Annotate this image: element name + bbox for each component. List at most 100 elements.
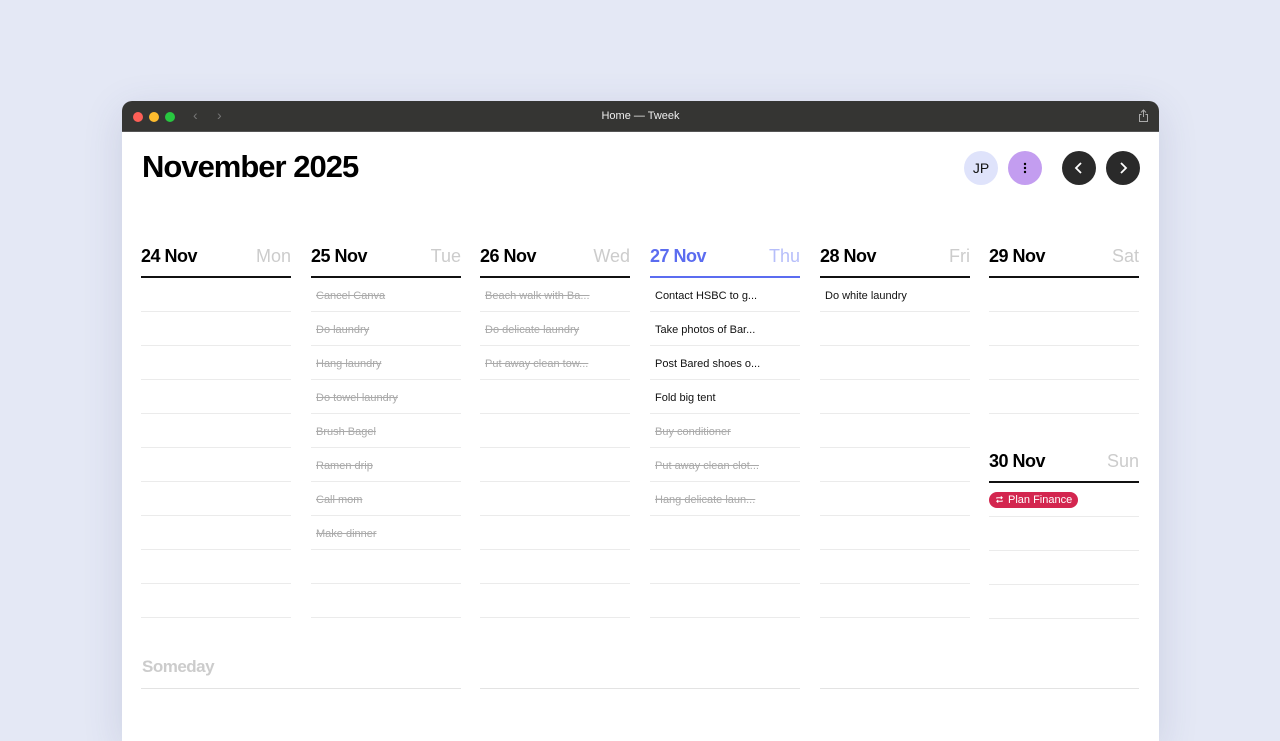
empty-task-slot[interactable]	[141, 312, 291, 346]
day-date: 27 Nov	[650, 246, 707, 266]
day-column: 25 Nov Tue Cancel Canva Do laundry Hang laun…	[311, 241, 461, 618]
task-item[interactable]: Do laundry	[311, 312, 461, 346]
empty-task-slot[interactable]	[141, 448, 291, 482]
day-weekday: Mon	[255, 246, 291, 266]
empty-task-slot[interactable]	[989, 312, 1139, 346]
empty-task-slot[interactable]	[650, 550, 800, 584]
empty-task-slot[interactable]	[480, 550, 630, 584]
day-date: 24 Nov	[141, 246, 198, 266]
task-item[interactable]: Put away clean clot...	[650, 448, 800, 482]
next-week-button[interactable]	[1106, 151, 1140, 185]
share-icon[interactable]	[1138, 109, 1149, 122]
maximize-window-button[interactable]	[165, 112, 175, 122]
empty-task-slot[interactable]	[141, 346, 291, 380]
day-date: 26 Nov	[480, 246, 537, 266]
empty-task-slot[interactable]	[141, 380, 291, 414]
empty-task-slot[interactable]	[480, 414, 630, 448]
title-bar: ‹ › Home — Tweek	[122, 101, 1159, 132]
empty-task-slot[interactable]	[820, 312, 970, 346]
window-title: Home — Tweek	[601, 110, 680, 122]
empty-task-slot[interactable]	[480, 482, 630, 516]
empty-task-slot[interactable]	[820, 346, 970, 380]
day-date: 25 Nov	[311, 246, 368, 266]
day-weekday: Sat	[1111, 246, 1139, 266]
empty-task-slot[interactable]	[650, 516, 800, 550]
task-item[interactable]: Do delicate laundry	[480, 312, 630, 346]
empty-task-slot[interactable]	[820, 414, 970, 448]
day-weekday: Fri	[949, 246, 970, 266]
empty-task-slot[interactable]	[141, 414, 291, 448]
avatar[interactable]: JP	[964, 151, 998, 185]
empty-task-slot[interactable]	[820, 516, 970, 550]
empty-task-slot[interactable]	[141, 516, 291, 550]
someday-divider	[820, 688, 1139, 689]
task-item[interactable]: Call mom	[311, 482, 461, 516]
more-menu-button[interactable]	[1008, 151, 1042, 185]
more-vertical-icon	[1023, 162, 1027, 174]
forward-icon[interactable]: ›	[217, 107, 222, 123]
task-item[interactable]: Plan Finance	[989, 483, 1139, 517]
task-item[interactable]: Hang delicate laun...	[650, 482, 800, 516]
task-item[interactable]: Do towel laundry	[311, 380, 461, 414]
empty-task-slot[interactable]	[480, 380, 630, 414]
empty-task-slot[interactable]	[480, 516, 630, 550]
empty-task-slot[interactable]	[141, 550, 291, 584]
empty-task-slot[interactable]	[989, 278, 1139, 312]
day-header[interactable]: 26 Nov Wed	[480, 241, 630, 278]
page-title: November 2025	[142, 149, 359, 184]
empty-task-slot[interactable]	[820, 584, 970, 618]
empty-task-slot[interactable]	[311, 550, 461, 584]
repeat-icon	[996, 495, 1003, 504]
day-header[interactable]: 27 Nov Thu	[650, 241, 800, 278]
day-header[interactable]: 24 Nov Mon	[141, 241, 291, 278]
previous-week-button[interactable]	[1062, 151, 1096, 185]
task-item[interactable]: Fold big tent	[650, 380, 800, 414]
task-item[interactable]: Hang laundry	[311, 346, 461, 380]
task-item[interactable]: Brush Bagel	[311, 414, 461, 448]
someday-divider	[480, 688, 800, 689]
empty-task-slot[interactable]	[989, 517, 1139, 551]
empty-task-slot[interactable]	[311, 584, 461, 618]
day-column: 27 Nov Thu Contact HSBC to g... Take photos…	[650, 241, 800, 618]
back-icon[interactable]: ‹	[193, 107, 198, 123]
close-window-button[interactable]	[133, 112, 143, 122]
task-item[interactable]: Put away clean tow...	[480, 346, 630, 380]
day-header[interactable]: 25 Nov Tue	[311, 241, 461, 278]
recurring-task-pill[interactable]: Plan Finance	[989, 491, 1079, 508]
day-header[interactable]: 30 Nov Sun	[989, 446, 1139, 483]
task-item[interactable]: Ramen drip	[311, 448, 461, 482]
task-item[interactable]: Make dinner	[311, 516, 461, 550]
empty-task-slot[interactable]	[820, 380, 970, 414]
empty-task-slot[interactable]	[820, 550, 970, 584]
empty-task-slot[interactable]	[820, 448, 970, 482]
empty-task-slot[interactable]	[480, 584, 630, 618]
day-date: 29 Nov	[989, 246, 1046, 266]
empty-task-slot[interactable]	[820, 482, 970, 516]
task-item[interactable]: Contact HSBC to g...	[650, 278, 800, 312]
empty-task-slot[interactable]	[141, 482, 291, 516]
empty-task-slot[interactable]	[989, 585, 1139, 619]
day-column: 26 Nov Wed Beach walk with Ba... Do delicat…	[480, 241, 630, 618]
day-weekday: Sun	[1106, 451, 1139, 471]
chevron-left-icon	[1074, 162, 1082, 174]
empty-task-slot[interactable]	[989, 346, 1139, 380]
empty-task-slot[interactable]	[989, 551, 1139, 585]
empty-task-slot[interactable]	[650, 584, 800, 618]
task-item[interactable]: Do white laundry	[820, 278, 970, 312]
minimize-window-button[interactable]	[149, 112, 159, 122]
empty-task-slot[interactable]	[141, 584, 291, 618]
task-item[interactable]: Post Bared shoes o...	[650, 346, 800, 380]
task-item[interactable]: Take photos of Bar...	[650, 312, 800, 346]
day-header[interactable]: 28 Nov Fri	[820, 241, 970, 278]
task-text: Plan Finance	[1008, 493, 1073, 506]
someday-heading: Someday	[142, 657, 215, 676]
task-item[interactable]: Cancel Canva	[311, 278, 461, 312]
empty-task-slot[interactable]	[989, 380, 1139, 414]
someday-divider	[141, 688, 461, 689]
task-item[interactable]: Beach walk with Ba...	[480, 278, 630, 312]
day-date: 30 Nov	[989, 451, 1046, 471]
empty-task-slot[interactable]	[141, 278, 291, 312]
empty-task-slot[interactable]	[480, 448, 630, 482]
task-item[interactable]: Buy conditioner	[650, 414, 800, 448]
day-header[interactable]: 29 Nov Sat	[989, 241, 1139, 278]
